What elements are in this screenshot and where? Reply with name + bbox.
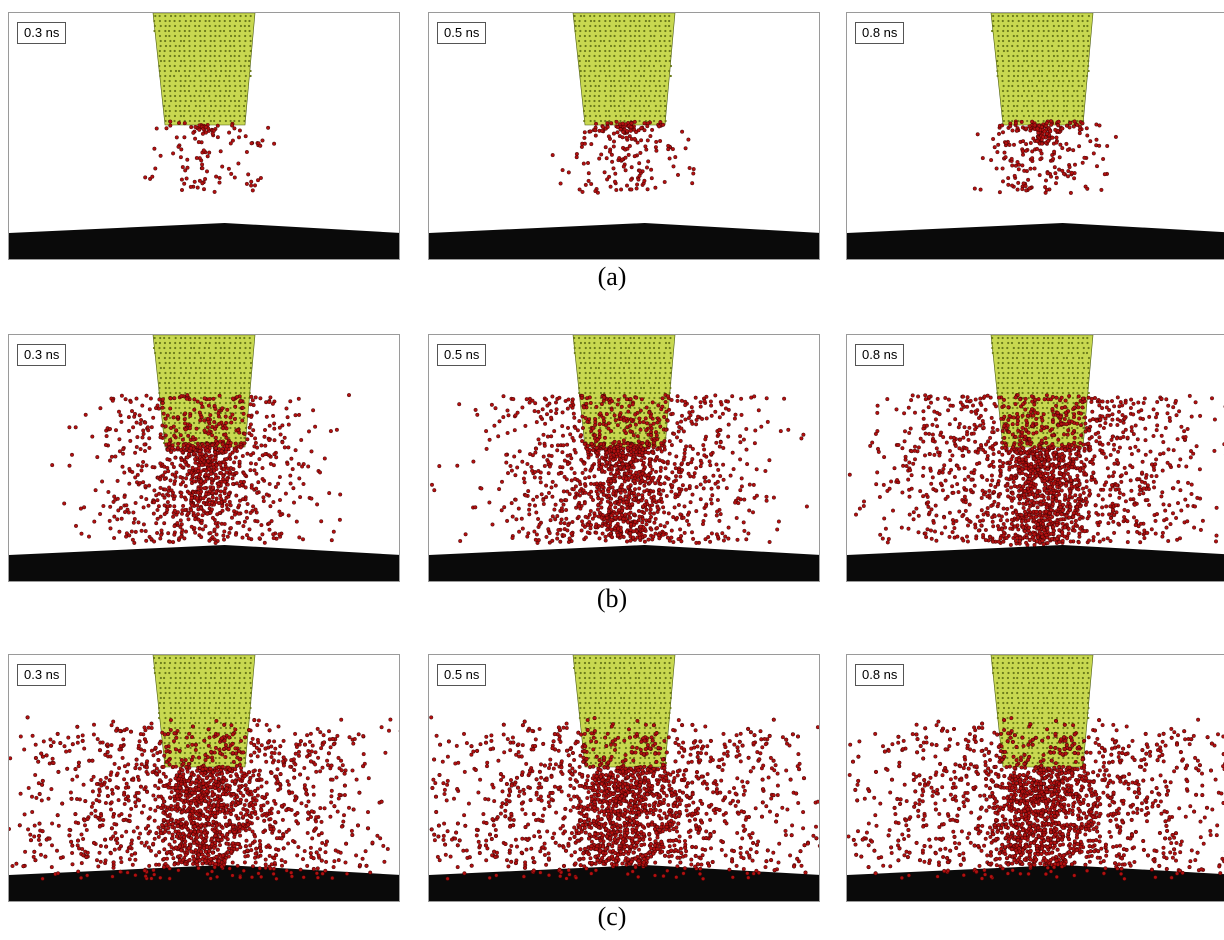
time-label: 0.8 ns [855, 344, 905, 366]
particles [550, 119, 696, 195]
time-label: 0.3 ns [17, 344, 67, 366]
panel-c-1: 0.3 ns [8, 654, 400, 902]
substrate [429, 865, 819, 901]
nozzle [152, 13, 256, 126]
panel-b-3: 0.8 ns [846, 334, 1224, 582]
nozzle-texture [153, 14, 252, 123]
time-label: 0.3 ns [17, 22, 67, 44]
panel-c-3: 0.8 ns [846, 654, 1224, 902]
panel-b-1: 0.3 ns [8, 334, 400, 582]
particles [143, 119, 277, 194]
simulation-snapshot [429, 13, 819, 259]
simulation-snapshot [9, 13, 399, 259]
nozzle-texture [991, 14, 1091, 123]
simulation-snapshot [429, 335, 819, 581]
substrate [429, 223, 819, 259]
row-label-c: (c) [597, 902, 627, 931]
panel-a-2: 0.5 ns [428, 12, 820, 260]
substrate [9, 545, 399, 581]
simulation-snapshot [429, 655, 819, 901]
time-label: 0.3 ns [17, 664, 67, 686]
particles [847, 716, 1224, 881]
particles [50, 393, 352, 545]
simulation-snapshot [9, 335, 399, 581]
particles [847, 393, 1224, 547]
substrate [847, 545, 1224, 581]
substrate [9, 223, 399, 259]
time-label: 0.5 ns [437, 664, 487, 686]
substrate [847, 865, 1224, 901]
time-label: 0.8 ns [855, 664, 905, 686]
panel-c-2: 0.5 ns [428, 654, 820, 902]
nozzle [990, 13, 1094, 126]
particles [430, 393, 809, 545]
particles [429, 715, 819, 881]
simulation-snapshot [847, 335, 1224, 581]
substrate [9, 865, 399, 901]
row-label-b: (b) [596, 584, 628, 613]
particles [972, 119, 1118, 195]
time-label: 0.8 ns [855, 22, 905, 44]
time-label: 0.5 ns [437, 22, 487, 44]
particles [9, 715, 399, 881]
time-label: 0.5 ns [437, 344, 487, 366]
substrate [429, 545, 819, 581]
simulation-snapshot [847, 655, 1224, 901]
simulation-snapshot [847, 13, 1224, 259]
nozzle-texture [573, 14, 673, 123]
simulation-snapshot [9, 655, 399, 901]
nozzle-texture [991, 656, 1090, 765]
nozzle [572, 13, 676, 126]
substrate [847, 223, 1224, 259]
panel-b-2: 0.5 ns [428, 334, 820, 582]
panel-a-1: 0.3 ns [8, 12, 400, 260]
row-label-a: (a) [597, 262, 627, 291]
panel-a-3: 0.8 ns [846, 12, 1224, 260]
